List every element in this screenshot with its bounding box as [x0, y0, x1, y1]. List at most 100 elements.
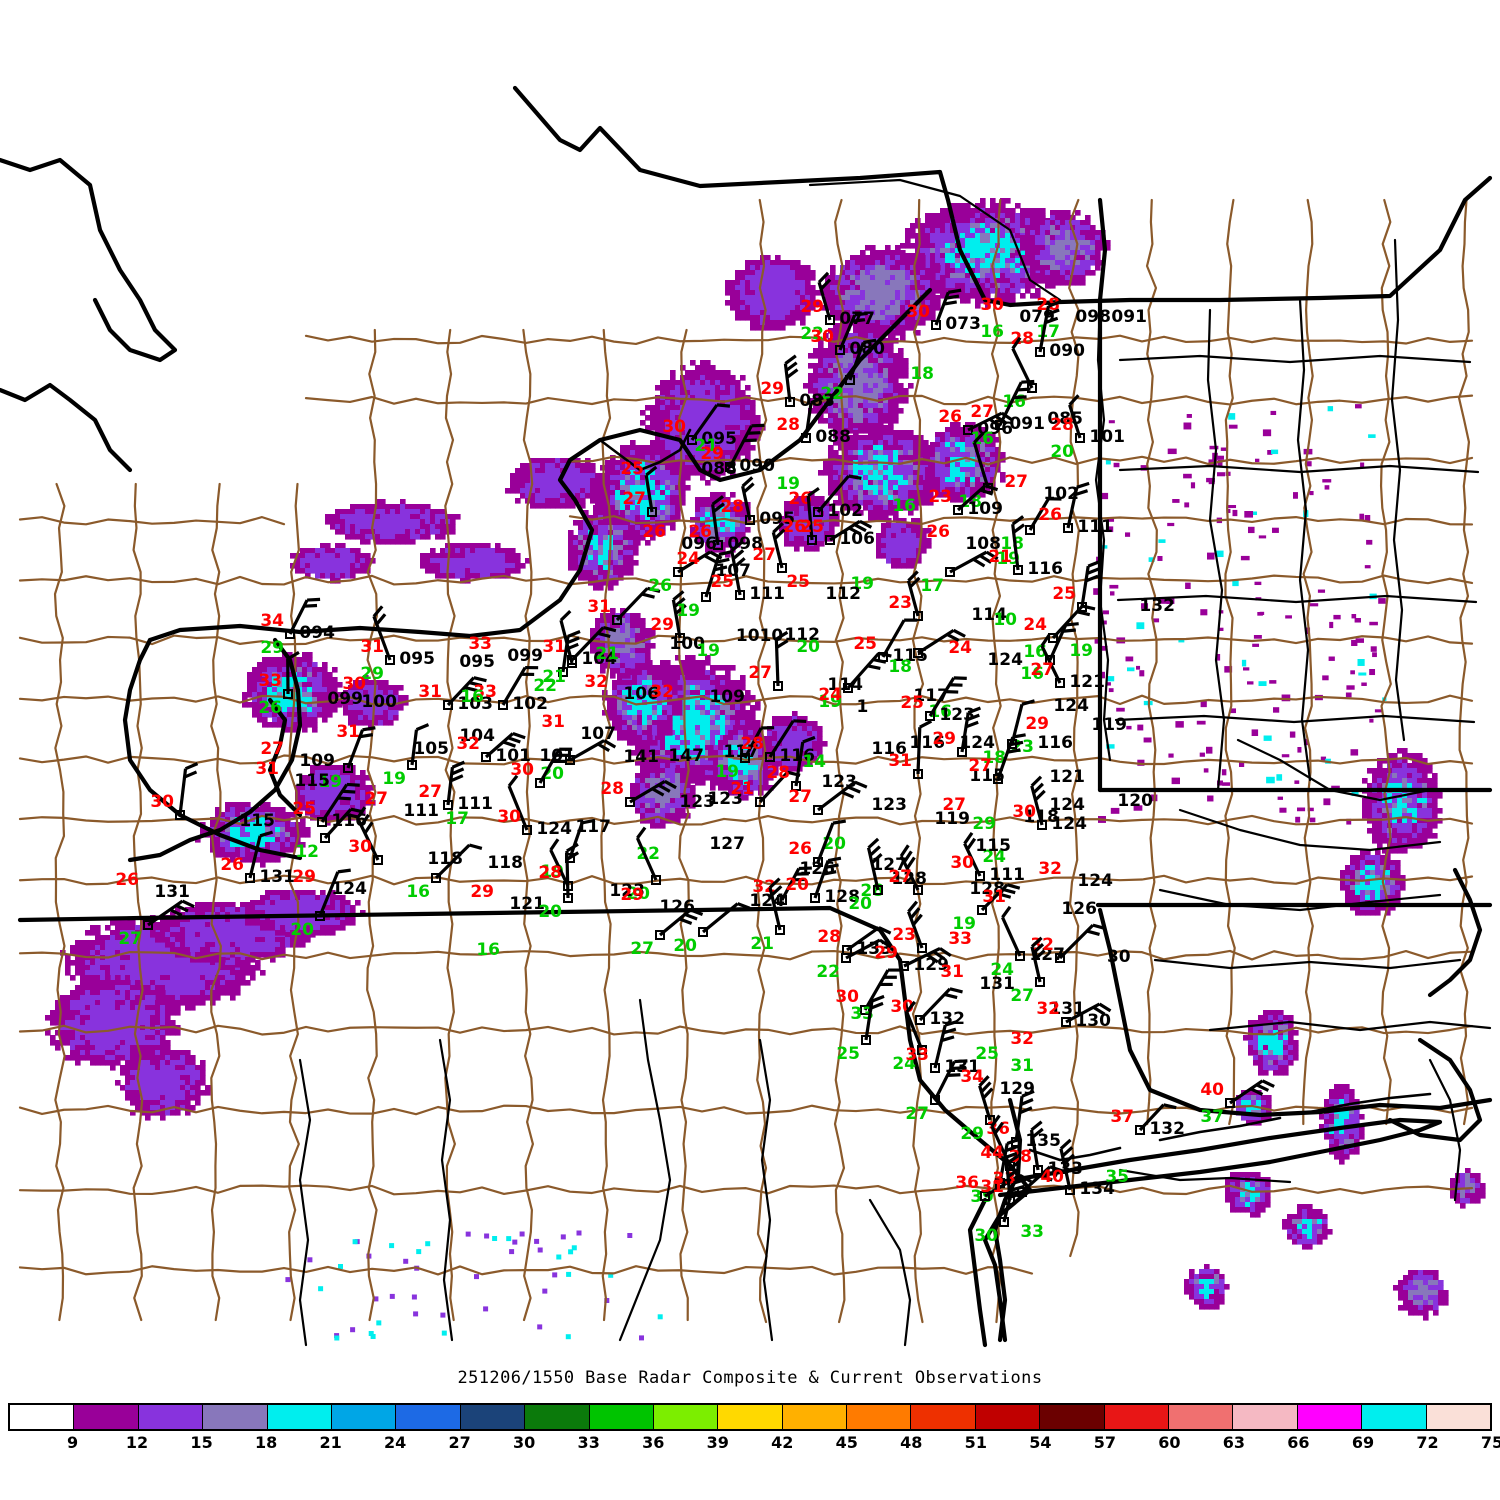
- station-dewpoint: 21: [542, 667, 566, 687]
- colorbar-tick-42: 42: [771, 1433, 794, 1452]
- wind-barb: [410, 723, 430, 766]
- station-dewpoint: 18: [888, 657, 912, 677]
- county-line: [1457, 198, 1471, 1126]
- station-symbol: [777, 895, 787, 905]
- station-temperature: 26: [782, 517, 806, 537]
- county-line: [990, 198, 1002, 1324]
- station-temperature: 30: [348, 837, 372, 857]
- station-pressure: 129: [913, 955, 949, 975]
- station-temperature: 27: [970, 402, 994, 422]
- station-temperature: 32: [1036, 999, 1060, 1019]
- wind-barb: [318, 868, 351, 917]
- county-line: [287, 482, 300, 1322]
- minor-boundary: [1114, 714, 1476, 724]
- station-symbol: [995, 420, 1005, 430]
- wind-barb: [635, 826, 658, 881]
- colorbar-tick-18: 18: [254, 1433, 278, 1452]
- station-symbol: [143, 920, 153, 930]
- station-symbol: [1055, 678, 1065, 688]
- station-dewpoint: 30: [974, 1226, 998, 1246]
- station-temperature: 33: [258, 671, 282, 691]
- wind-barb: [565, 842, 580, 899]
- station-pressure: 141: [623, 747, 659, 767]
- station-pressure: 123: [707, 789, 743, 809]
- station-symbol: [945, 567, 955, 577]
- station-pressure: 124: [1049, 795, 1085, 815]
- station-temperature: 27: [260, 739, 284, 759]
- county-line: [18, 694, 1474, 706]
- station-temperature: 30: [950, 853, 974, 873]
- station-pressure: 111: [989, 865, 1025, 885]
- wind-barb: [1014, 1089, 1035, 1143]
- coastline: [1028, 1146, 1122, 1162]
- station-dewpoint: 14: [802, 752, 826, 772]
- station-pressure: 131: [259, 867, 295, 887]
- wind-barb: [1229, 1079, 1275, 1105]
- wind-barb: [780, 866, 812, 901]
- station-pressure: 095: [459, 652, 495, 672]
- wind-barb: [794, 735, 816, 787]
- colorbar-tick-33: 33: [577, 1433, 600, 1452]
- station-temperature: 27: [748, 663, 772, 683]
- station-temperature: 30: [497, 807, 521, 827]
- station-temperature: 29: [292, 867, 316, 887]
- state-boundary: [0, 157, 178, 363]
- station-symbol: [977, 905, 987, 915]
- station-dewpoint: 22: [820, 384, 844, 404]
- station-temperature: 26: [220, 855, 244, 875]
- station-dewpoint: 19: [676, 601, 700, 621]
- station-temperature: 25: [786, 572, 810, 592]
- colorbar-bin-5: [331, 1405, 397, 1429]
- wind-barb: [1065, 1002, 1112, 1024]
- station-temperature: 33: [473, 682, 497, 702]
- station-temperature: 28: [817, 927, 841, 947]
- minor-boundary: [1118, 1168, 1292, 1184]
- station-symbol: [431, 873, 441, 883]
- station-temperature: 31: [360, 637, 384, 657]
- station-dewpoint: 33: [1020, 1222, 1044, 1242]
- minor-boundary: [1208, 1020, 1492, 1032]
- minor-boundary: [1178, 808, 1442, 852]
- colorbar-tick-27: 27: [448, 1433, 471, 1452]
- wind-barb: [671, 590, 687, 639]
- station-symbol: [930, 1095, 940, 1105]
- station-symbol: [565, 755, 575, 765]
- state-boundary: [0, 382, 133, 473]
- colorbar-tick-30: 30: [513, 1433, 536, 1452]
- state-boundary: [1097, 197, 1108, 303]
- wind-barb: [658, 908, 704, 937]
- station-dewpoint: 18: [910, 364, 934, 384]
- wind-barb: [568, 818, 596, 859]
- wind-barb: [1051, 604, 1096, 640]
- station-pressure: 131: [979, 974, 1015, 994]
- station-pressure: 120: [1117, 791, 1153, 811]
- station-temperature: 29: [620, 885, 644, 905]
- wind-barb: [1048, 622, 1079, 661]
- colorbar-tick-labels: 9 12 15 18 21 24 27 30 33 36 39 42 45 48 51 54 57 60 63 66 6…: [8, 1433, 1500, 1461]
- colorbar-bin-16: [1040, 1405, 1105, 1429]
- colorbar-tick-75: 75: [1480, 1433, 1500, 1452]
- station-temperature: 26: [788, 489, 812, 509]
- station-temperature: 33: [468, 634, 492, 654]
- colorbar-bin-3: [203, 1405, 268, 1429]
- wind-barb: [288, 597, 321, 635]
- station-pressure: 124: [987, 650, 1023, 670]
- station-dewpoint: 19: [382, 769, 406, 789]
- colorbar-tick-36: 36: [642, 1433, 665, 1452]
- colorbar-bin-8: [525, 1405, 590, 1429]
- wind-barb: [507, 774, 529, 831]
- station-temperature: 24: [676, 549, 700, 569]
- station-pressure: 101: [1089, 427, 1125, 447]
- station-temperature: 29: [470, 882, 494, 902]
- station-pressure: 123: [871, 795, 907, 815]
- station-dewpoint: 31: [1010, 1056, 1034, 1076]
- station-temperature: 27: [942, 795, 966, 815]
- wind-barb: [960, 706, 982, 753]
- station-pressure: 124: [1077, 871, 1113, 891]
- map-canvas[interactable]: 34 29 094 31 29 095 095 33 099 31 104 22 100 31 21 29 19…: [0, 0, 1500, 1360]
- colorbar-swatches: [8, 1403, 1492, 1431]
- station-temperature: 25: [292, 799, 316, 819]
- station-pressure: 124: [749, 891, 785, 911]
- station-dewpoint: 27: [905, 1104, 929, 1124]
- station-dewpoint: 17: [920, 576, 944, 596]
